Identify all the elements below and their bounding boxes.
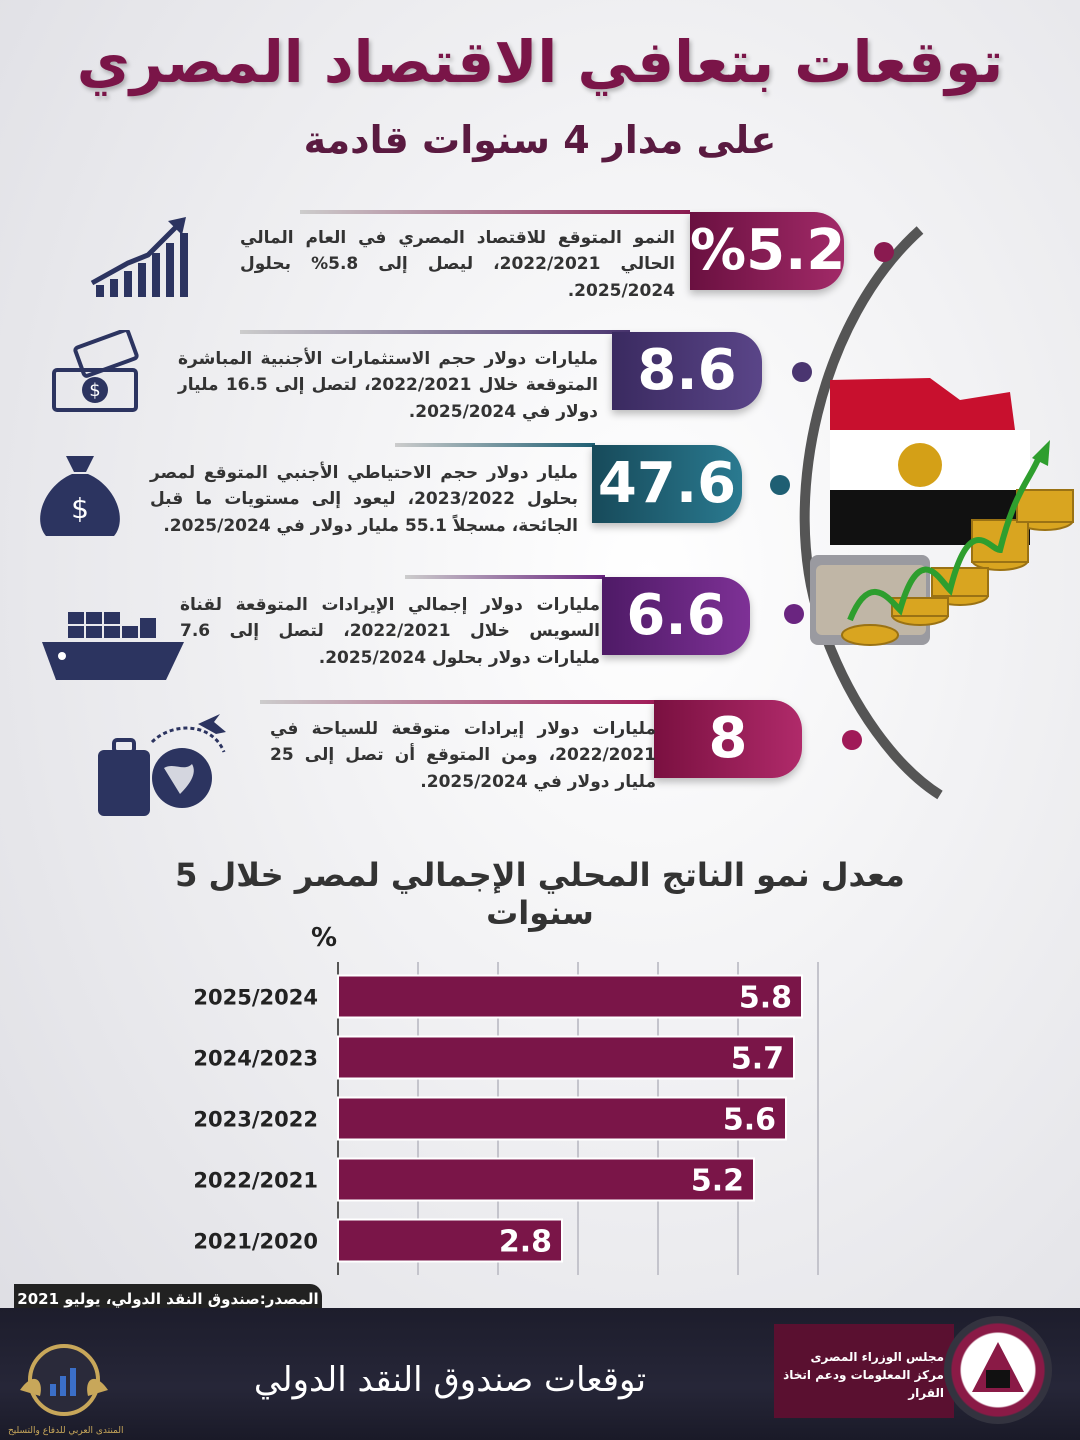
x-tick-label: 1: [410, 1289, 425, 1290]
data-label: 5.2: [691, 1164, 744, 1199]
category-label: 2024/2023: [193, 1047, 318, 1071]
gdp-growth-chart: 1 2 3 4 5 6% 2025/2024 5.8 2024/2023 5.7 2023/2022…: [193, 923, 825, 1290]
y-unit-label: %: [311, 923, 337, 953]
row-2-dot: [792, 362, 812, 382]
bar: [337, 1157, 755, 1202]
svg-text:$: $: [71, 492, 89, 525]
page-title: توقعات بتعافي الاقتصاد المصري: [76, 28, 1004, 96]
category-label: 2025/2024: [193, 986, 318, 1010]
travel-icon: [98, 714, 226, 816]
cargo-ship-icon: [42, 612, 184, 680]
stat-4-value: 6.6: [602, 577, 750, 655]
row-1-dot: [874, 242, 894, 262]
stat-2-description: مليارات دولار حجم الاستثمارات الأجنبية ا…: [178, 349, 599, 422]
council-line-1: مجلس الوزراء المصرى: [810, 1350, 944, 1364]
bar: [337, 1096, 787, 1141]
cash-icon: $: [52, 330, 139, 412]
stat-3-description: مليار دولار حجم الاحتياطي الأجنبي المتوق…: [150, 463, 579, 536]
council-logo: [944, 1316, 1052, 1424]
x-tick-label: 2: [490, 1289, 505, 1290]
category-label: 2022/2021: [193, 1169, 318, 1193]
data-label: 5.6: [723, 1103, 776, 1138]
category-label: 2021/2020: [193, 1230, 318, 1254]
row-3-line: [395, 443, 595, 447]
category-label: 2023/2022: [193, 1108, 318, 1132]
stat-5-value: 8: [654, 700, 802, 778]
svg-text:$: $: [89, 380, 100, 401]
bar: [337, 974, 803, 1019]
footer-label: توقعات صندوق النقد الدولي: [253, 1360, 647, 1400]
x-tick-label: 4: [650, 1289, 665, 1290]
x-tick-label: 3: [570, 1289, 585, 1290]
stat-5-description: مليارات دولار إيرادات متوقعة للسياحة في …: [270, 719, 656, 792]
stat-4-description: مليارات دولار إجمالي الإيرادات المتوقعة …: [180, 595, 600, 668]
data-label: 2.8: [499, 1225, 552, 1260]
row-4-line: [405, 575, 605, 579]
x-tick-label: 5: [730, 1289, 745, 1290]
bar: [337, 1035, 795, 1080]
council-name: مجلس الوزراء المصرى مركز المعلومات ودعم …: [774, 1324, 954, 1418]
row-3-dot: [770, 475, 790, 495]
council-line-2: مركز المعلومات ودعم اتخاذ القرار: [783, 1368, 944, 1400]
growth-chart-icon: [90, 217, 188, 297]
row-2-line: [240, 330, 630, 334]
data-label: 5.8: [739, 981, 792, 1016]
data-label: 5.7: [731, 1042, 784, 1077]
stat-1-value: %5.2: [690, 212, 845, 290]
decorative-arc: [799, 226, 943, 800]
row-4-dot: [784, 604, 804, 624]
chart-title: معدل نمو الناتج المحلي الإجمالي لمصر خلا…: [175, 856, 905, 932]
row-5-line: [260, 700, 660, 704]
row-5-dot: [842, 730, 862, 750]
stat-1-description: النمو المتوقع للاقتصاد المصري في العام ا…: [240, 228, 675, 301]
page-subtitle: على مدار 4 سنوات قادمة: [303, 118, 777, 162]
forum-caption: المنتدى العربي للدفاع والتسليح: [8, 1426, 124, 1436]
money-bag-icon: $: [40, 456, 120, 536]
row-1-line: [300, 210, 690, 214]
bar: [337, 1218, 563, 1263]
egypt-flag-illustration: [810, 378, 1074, 646]
forum-logo: [20, 1344, 108, 1416]
x-tick-label: 6: [810, 1289, 825, 1290]
stat-3-value: 47.6: [592, 445, 742, 523]
stat-2-value: 8.6: [612, 332, 762, 410]
